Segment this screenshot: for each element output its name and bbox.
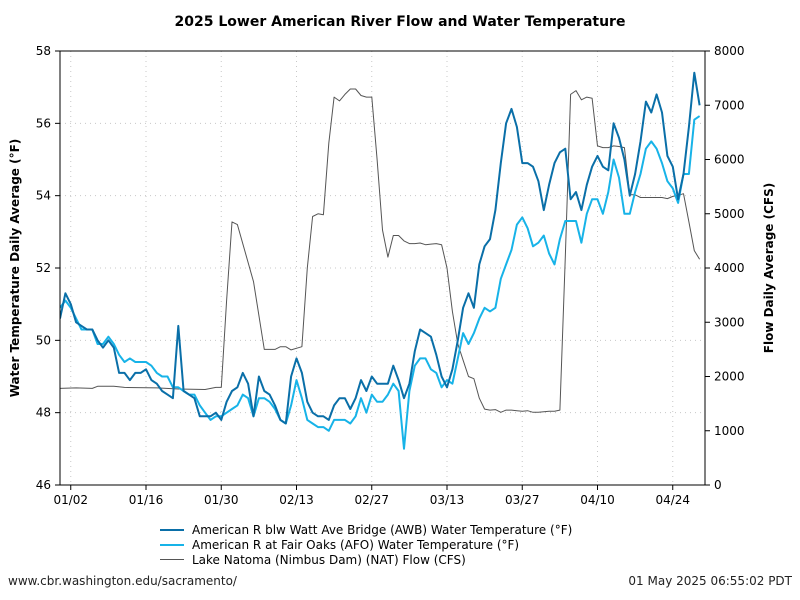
x-tick-label: 01/30 [204,493,239,507]
legend-label-nat: Lake Natoma (Nimbus Dam) (NAT) Flow (CFS… [192,552,466,567]
timestamp: 01 May 2025 06:55:02 PDT [628,574,792,588]
x-tick-label: 03/13 [430,493,465,507]
y-left-tick-label: 56 [36,116,51,130]
x-tick-label: 02/13 [279,493,314,507]
x-tick-label: 03/27 [505,493,540,507]
x-tick-label: 04/24 [655,493,690,507]
legend-item-awb: American R blw Watt Ave Bridge (AWB) Wat… [160,522,572,537]
series-line-afo [60,115,701,450]
y-right-tick-label: 0 [714,478,722,492]
y-left-tick-label: 54 [36,189,51,203]
y-right-tick-label: 4000 [714,261,745,275]
legend: American R blw Watt Ave Bridge (AWB) Wat… [160,522,572,567]
source-link[interactable]: www.cbr.washington.edu/sacramento/ [8,574,237,588]
y-right-axis-ticks: 0 1000 2000 3000 4000 5000 6000 7000 8000 [705,44,745,492]
x-tick-label: 01/16 [129,493,164,507]
grid-lines [60,51,705,485]
series-lines [60,71,701,450]
y-left-tick-label: 58 [36,44,51,58]
chart-title: 2025 Lower American River Flow and Water… [174,14,626,30]
x-axis-ticks: 01/02 01/16 01/30 02/13 02/27 03/13 03/27 04/10… [53,485,690,507]
series-line-awb [60,71,701,425]
legend-label-awb: American R blw Watt Ave Bridge (AWB) Wat… [192,522,573,537]
y-right-tick-label: 8000 [714,44,745,58]
y-left-axis-label: Water Temperature Daily Average (°F) [8,139,22,398]
plot-frame [59,50,706,486]
y-left-tick-label: 48 [36,406,51,420]
y-left-axis-ticks: 46 48 50 52 54 56 58 [36,44,60,492]
legend-swatch-afo [160,543,184,546]
x-tick-label: 01/02 [53,493,88,507]
y-right-tick-label: 1000 [714,424,745,438]
y-left-tick-label: 52 [36,261,51,275]
y-left-tick-label: 50 [36,333,51,347]
legend-item-afo: American R at Fair Oaks (AFO) Water Temp… [160,537,572,552]
legend-item-nat: Lake Natoma (Nimbus Dam) (NAT) Flow (CFS… [160,552,572,567]
legend-swatch-nat [160,559,184,560]
y-right-tick-label: 6000 [714,153,745,167]
y-left-tick-label: 46 [36,478,51,492]
y-right-axis-label: Flow Daily Average (CFS) [762,183,776,353]
x-tick-label: 02/27 [354,493,389,507]
y-right-tick-label: 2000 [714,370,745,384]
series-line-nat [60,88,701,413]
axes [59,50,706,486]
legend-label-afo: American R at Fair Oaks (AFO) Water Temp… [192,537,520,552]
x-tick-label: 04/10 [580,493,615,507]
y-right-tick-label: 7000 [714,98,745,112]
y-right-tick-label: 5000 [714,207,745,221]
y-right-tick-label: 3000 [714,315,745,329]
legend-swatch-awb [160,528,184,531]
